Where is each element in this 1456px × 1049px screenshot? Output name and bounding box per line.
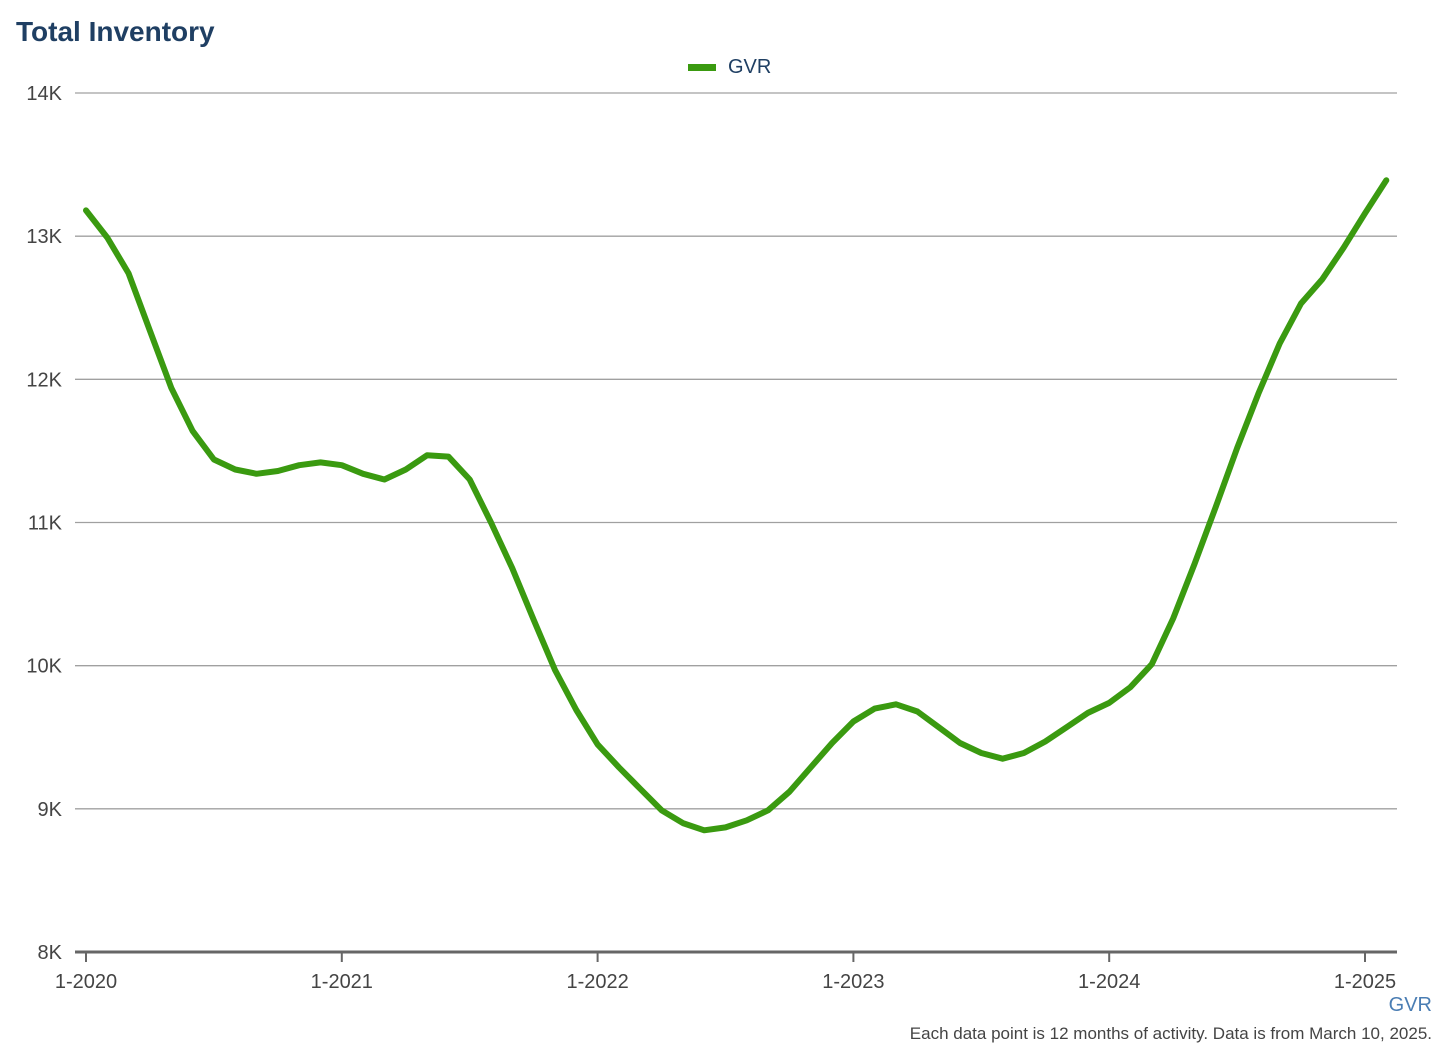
y-axis-ticks: 8K 9K 10K 11K 12K 13K 14K: [26, 83, 62, 964]
x-tick-label: 1-2024: [1078, 971, 1140, 993]
x-tick-label: 1-2025: [1334, 971, 1396, 993]
legend-label: GVR: [728, 56, 772, 78]
chart-title: Total Inventory: [16, 16, 215, 47]
legend-swatch: [688, 64, 716, 71]
source-label[interactable]: GVR: [1388, 994, 1432, 1016]
x-tick-label: 1-2020: [55, 971, 117, 993]
y-tick-label: 12K: [26, 369, 62, 391]
legend[interactable]: GVR: [688, 56, 771, 79]
y-tick-label: 9K: [38, 799, 63, 821]
x-tick-label: 1-2021: [311, 971, 373, 993]
series-lines: [83, 177, 1390, 834]
y-tick-label: 10K: [26, 656, 62, 678]
x-tick-label: 1-2023: [822, 971, 884, 993]
gridlines: [75, 92, 1397, 810]
y-tick-label: 13K: [26, 226, 62, 248]
y-tick-label: 8K: [38, 942, 63, 964]
y-tick-label: 14K: [26, 83, 62, 105]
x-axis-ticks: 1-2020 1-2021 1-2022 1-2023 1-2024 1-2025: [55, 952, 1396, 993]
y-tick-label: 11K: [28, 513, 63, 535]
series-line-gvr[interactable]: [83, 177, 1390, 834]
footnote: Each data point is 12 months of activity…: [909, 1024, 1432, 1043]
x-tick-label: 1-2022: [566, 971, 628, 993]
